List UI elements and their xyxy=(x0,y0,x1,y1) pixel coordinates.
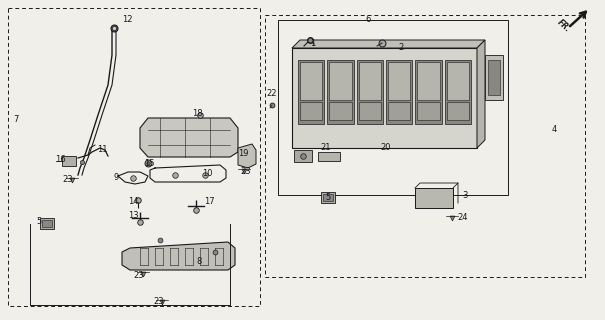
Bar xyxy=(388,62,410,100)
Text: 6: 6 xyxy=(365,15,370,25)
Text: 12: 12 xyxy=(122,15,132,25)
Text: 17: 17 xyxy=(204,197,215,206)
Text: 24: 24 xyxy=(457,213,468,222)
Text: 15: 15 xyxy=(144,158,154,167)
Polygon shape xyxy=(292,40,485,48)
Text: 7: 7 xyxy=(13,116,18,124)
Bar xyxy=(388,101,410,119)
Bar xyxy=(278,20,508,195)
Text: 4: 4 xyxy=(552,125,557,134)
Bar xyxy=(300,62,322,100)
Bar xyxy=(298,60,324,124)
Text: FR.: FR. xyxy=(556,18,572,34)
Bar xyxy=(329,101,352,119)
Bar xyxy=(415,188,453,208)
Text: 23: 23 xyxy=(240,166,250,175)
Bar xyxy=(359,62,381,100)
Bar xyxy=(42,220,52,227)
Bar xyxy=(485,55,503,100)
Text: 5: 5 xyxy=(325,194,330,203)
Polygon shape xyxy=(122,242,235,270)
Bar xyxy=(416,60,442,124)
Bar xyxy=(417,101,440,119)
Text: 2: 2 xyxy=(398,44,404,52)
Text: 16: 16 xyxy=(55,156,65,164)
Bar xyxy=(329,62,352,100)
Bar xyxy=(446,101,469,119)
Bar xyxy=(318,152,340,161)
Polygon shape xyxy=(477,40,485,148)
Text: 5: 5 xyxy=(36,218,41,227)
Bar xyxy=(488,60,500,95)
Bar xyxy=(40,218,54,229)
Text: 13: 13 xyxy=(128,211,139,220)
Bar xyxy=(417,62,440,100)
Bar xyxy=(359,101,381,119)
Text: 23: 23 xyxy=(153,298,163,307)
Bar xyxy=(292,48,477,148)
Bar xyxy=(386,60,413,124)
Bar xyxy=(327,60,354,124)
Text: 19: 19 xyxy=(238,149,249,158)
Text: 10: 10 xyxy=(202,169,212,178)
Polygon shape xyxy=(238,144,256,168)
Text: 18: 18 xyxy=(192,108,203,117)
Bar xyxy=(445,60,471,124)
Text: 20: 20 xyxy=(380,143,390,153)
Text: 3: 3 xyxy=(462,190,468,199)
Bar xyxy=(357,60,383,124)
Polygon shape xyxy=(140,118,238,157)
Bar xyxy=(300,101,322,119)
Text: 23: 23 xyxy=(133,271,143,281)
Bar xyxy=(321,192,335,203)
Bar xyxy=(62,156,76,166)
Bar xyxy=(323,194,333,201)
Text: 9: 9 xyxy=(114,172,119,181)
Text: 23: 23 xyxy=(62,174,73,183)
Bar xyxy=(294,150,312,162)
Text: 14: 14 xyxy=(128,196,139,205)
Text: 11: 11 xyxy=(97,146,108,155)
Text: 22: 22 xyxy=(266,90,276,99)
Text: 21: 21 xyxy=(320,143,330,153)
Text: 8: 8 xyxy=(196,258,201,267)
Bar xyxy=(446,62,469,100)
Text: 1: 1 xyxy=(310,39,315,49)
